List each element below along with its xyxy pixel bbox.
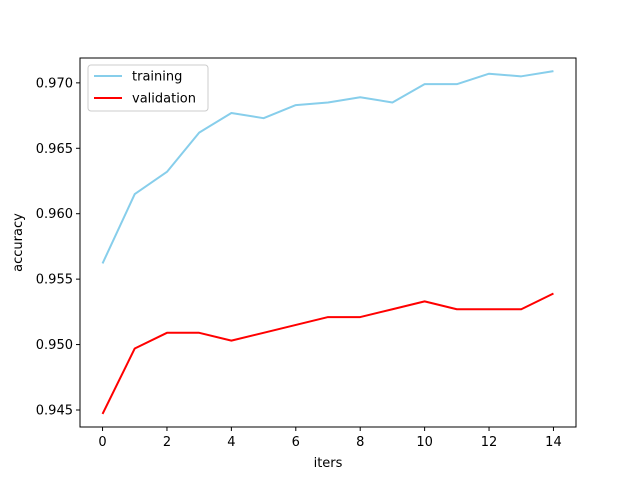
series-line-validation <box>101 292 554 415</box>
x-tick-label: 14 <box>545 435 562 450</box>
series-line-training <box>101 70 554 264</box>
legend-label-training: training <box>132 70 182 85</box>
y-tick-label: 0.955 <box>36 273 73 288</box>
series-layer <box>101 70 554 415</box>
x-axis-ticks: 0 2 4 6 8 10 12 14 <box>98 427 562 450</box>
x-tick-label: 6 <box>292 435 300 450</box>
x-tick-label: 2 <box>163 435 171 450</box>
y-tick-label: 0.965 <box>36 142 73 157</box>
x-tick-label: 10 <box>416 435 433 450</box>
legend-label-validation: validation <box>132 92 196 107</box>
legend: training validation <box>87 64 209 112</box>
x-tick-label: 4 <box>227 435 235 450</box>
x-tick-label: 8 <box>356 435 364 450</box>
x-tick-label: 0 <box>98 435 106 450</box>
y-axis-label: accuracy <box>11 213 26 272</box>
y-tick-label: 0.950 <box>36 338 73 353</box>
plot-frame <box>79 57 577 428</box>
x-axis-label: iters <box>314 456 343 471</box>
y-axis-ticks: 0.945 0.950 0.955 0.960 0.965 0.970 <box>36 76 80 418</box>
y-tick-label: 0.960 <box>36 207 73 222</box>
y-tick-label: 0.970 <box>36 76 73 91</box>
y-tick-label: 0.945 <box>36 403 73 418</box>
x-tick-label: 12 <box>481 435 498 450</box>
